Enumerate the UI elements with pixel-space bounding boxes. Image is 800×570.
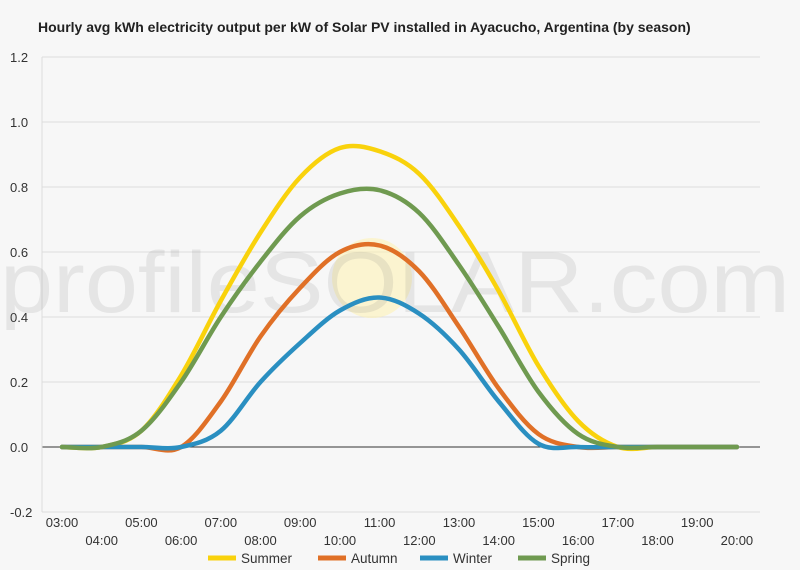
legend-label-spring: Spring bbox=[551, 551, 590, 566]
chart-title: Hourly avg kWh electricity output per kW… bbox=[38, 19, 691, 35]
x-tick-label: 10:00 bbox=[324, 533, 357, 548]
x-tick-label: 19:00 bbox=[681, 515, 714, 530]
x-tick-label: 11:00 bbox=[364, 515, 396, 530]
y-tick-label: 0.2 bbox=[10, 375, 28, 390]
x-tick-label: 06:00 bbox=[165, 533, 198, 548]
y-tick-label: 1.0 bbox=[10, 115, 28, 130]
x-tick-label: 08:00 bbox=[244, 533, 277, 548]
y-tick-label: -0.2 bbox=[10, 505, 32, 520]
legend-label-summer: Summer bbox=[241, 551, 293, 566]
legend: Summer Autumn Winter Spring bbox=[208, 551, 590, 566]
x-tick-label: 16:00 bbox=[562, 533, 595, 548]
x-tick-label: 04:00 bbox=[85, 533, 118, 548]
x-tick-label: 13:00 bbox=[443, 515, 476, 530]
x-tick-label: 05:00 bbox=[125, 515, 158, 530]
legend-label-autumn: Autumn bbox=[351, 551, 398, 566]
y-tick-label: 0.4 bbox=[10, 310, 28, 325]
y-tick-label: 0.0 bbox=[10, 440, 28, 455]
x-tick-label: 07:00 bbox=[205, 515, 238, 530]
series-lines bbox=[59, 143, 740, 453]
x-tick-label: 18:00 bbox=[641, 533, 674, 548]
x-tick-label: 03:00 bbox=[46, 515, 79, 530]
y-tick-label: 0.8 bbox=[10, 180, 28, 195]
x-tick-label: 17:00 bbox=[602, 515, 635, 530]
y-axis-ticks: 1.2 1.0 0.8 0.6 0.4 0.2 0.0 -0.2 bbox=[10, 50, 32, 520]
y-tick-label: 1.2 bbox=[10, 50, 28, 65]
legend-label-winter: Winter bbox=[453, 551, 493, 566]
x-tick-label: 09:00 bbox=[284, 515, 317, 530]
x-tick-label: 20:00 bbox=[721, 533, 754, 548]
x-tick-label: 15:00 bbox=[522, 515, 555, 530]
x-tick-label: 12:00 bbox=[403, 533, 436, 548]
x-axis-ticks: 03:00 04:00 05:00 06:00 07:00 08:00 09:00 10:00… bbox=[46, 515, 753, 548]
y-tick-label: 0.6 bbox=[10, 245, 28, 260]
series-line-spring bbox=[59, 186, 740, 451]
x-tick-label: 14:00 bbox=[482, 533, 515, 548]
